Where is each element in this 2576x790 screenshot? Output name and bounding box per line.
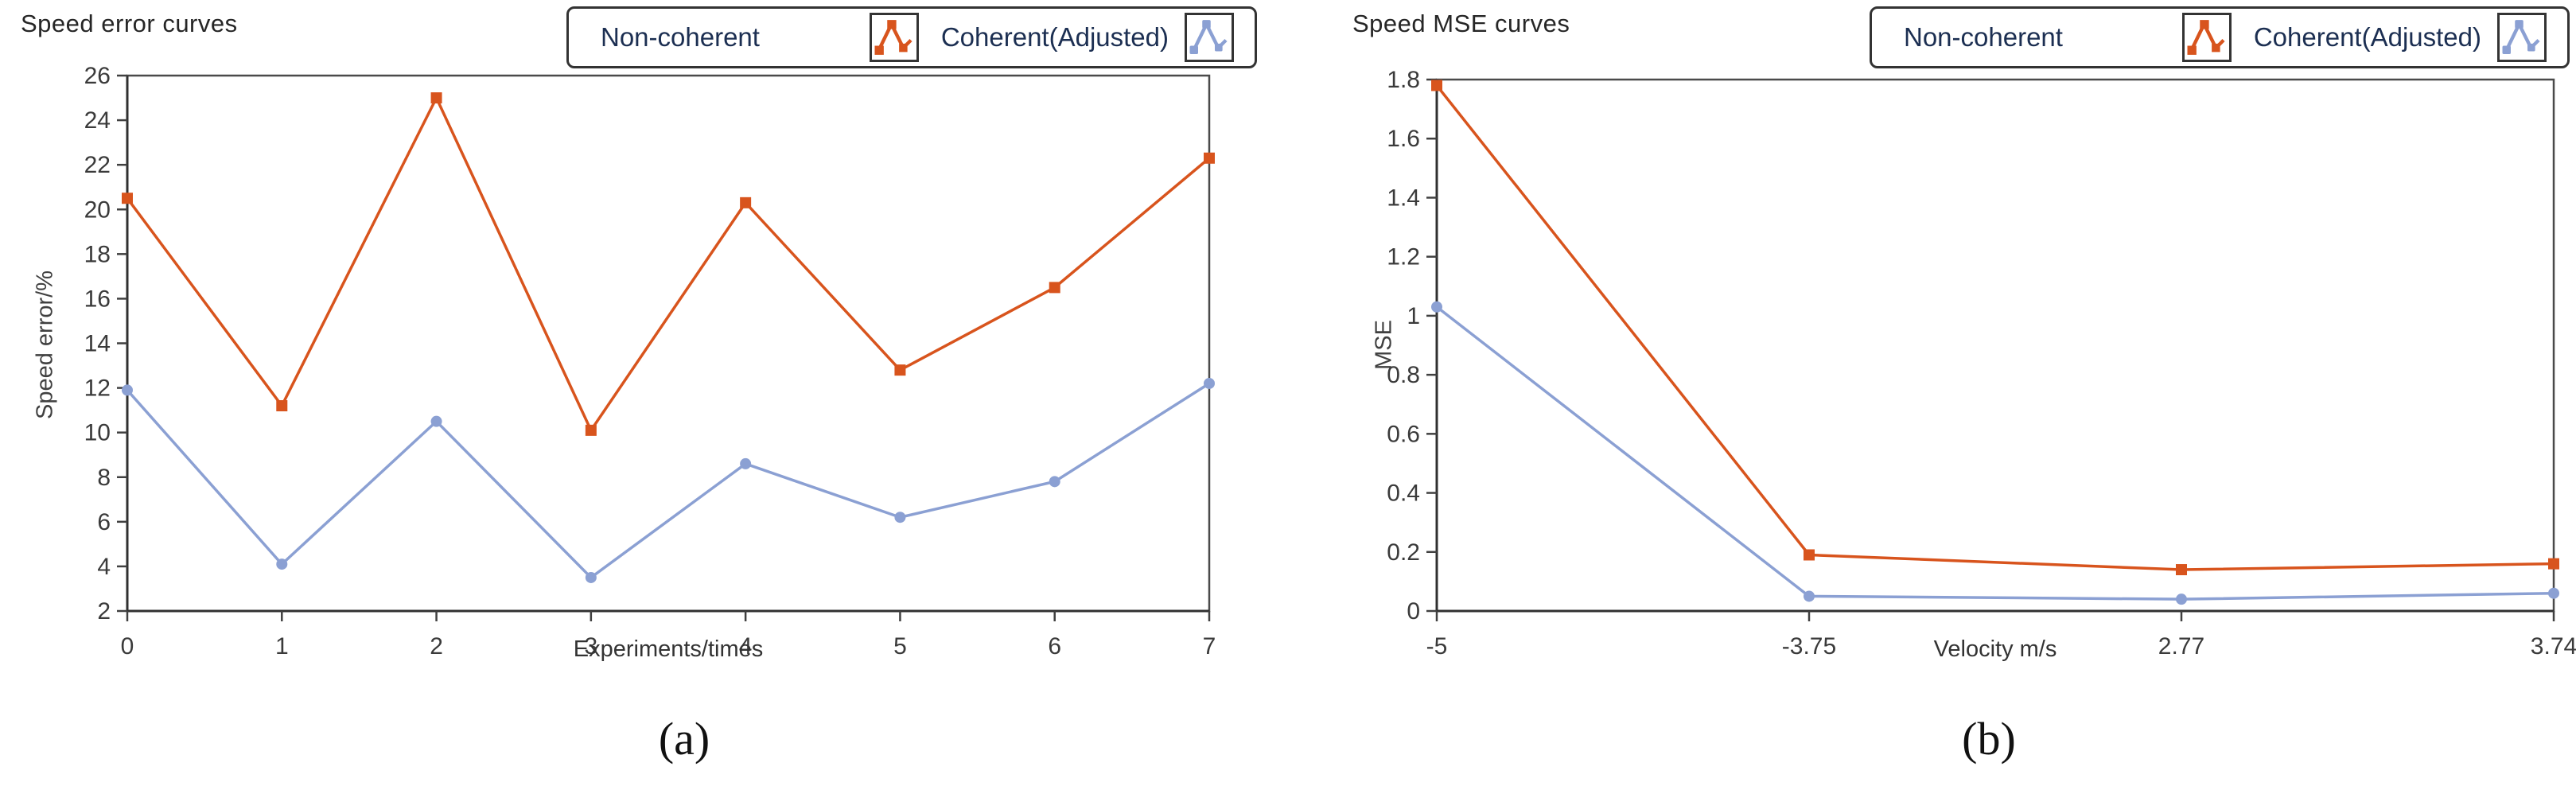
chart-title: Speed error curves	[21, 10, 238, 37]
chart-title: Speed MSE curves	[1352, 10, 1570, 37]
plot-legend: Non-coherent Coherent(Adjusted)	[566, 6, 1257, 68]
svg-text:0.8: 0.8	[1387, 362, 1420, 388]
svg-text:3.74: 3.74	[2531, 633, 2576, 660]
legend-label-non-coherent[interactable]: Non-coherent	[601, 22, 760, 52]
svg-text:4: 4	[97, 554, 111, 580]
plot-legend: Non-coherent Coherent(Adjusted)	[1870, 6, 2570, 68]
svg-text:1.2: 1.2	[1387, 244, 1420, 270]
svg-text:1.8: 1.8	[1387, 67, 1420, 93]
svg-text:1: 1	[1407, 303, 1420, 329]
svg-text:6: 6	[1048, 633, 1061, 660]
svg-text:2: 2	[430, 633, 443, 660]
svg-text:0.2: 0.2	[1387, 539, 1420, 566]
svg-text:1.6: 1.6	[1387, 126, 1420, 152]
svg-text:5: 5	[893, 633, 907, 660]
svg-text:-3.75: -3.75	[1782, 633, 1836, 660]
chart-panel-speed-error: Speed error curves Non-coherent Coherent…	[0, 0, 1273, 790]
subfigure-caption-b: (b)	[1962, 713, 2016, 765]
svg-text:2: 2	[97, 598, 111, 625]
svg-text:20: 20	[84, 197, 111, 223]
svg-text:12: 12	[84, 376, 111, 402]
svg-text:8: 8	[97, 465, 111, 491]
svg-text:2.77: 2.77	[2158, 633, 2204, 660]
svg-text:10: 10	[84, 420, 111, 446]
svg-text:14: 14	[84, 331, 111, 357]
x-axis-label: Velocity m/s	[1933, 636, 2057, 662]
non-coherent-line-icon[interactable]	[869, 13, 919, 62]
coherent-adjusted-line-icon[interactable]	[2497, 13, 2547, 62]
x-axis-label: Experiments/times	[573, 636, 764, 662]
svg-text:26: 26	[84, 63, 111, 89]
svg-text:16: 16	[84, 286, 111, 312]
svg-text:-5: -5	[1426, 633, 1448, 660]
legend-label-non-coherent[interactable]: Non-coherent	[1904, 22, 2063, 52]
svg-text:18: 18	[84, 241, 111, 267]
legend-label-coherent-adjusted[interactable]: Coherent(Adjusted)	[2253, 22, 2481, 52]
svg-text:0: 0	[121, 633, 134, 660]
svg-text:0: 0	[1407, 598, 1420, 625]
non-coherent-line-icon[interactable]	[2181, 13, 2232, 62]
svg-text:1.4: 1.4	[1387, 185, 1420, 211]
svg-text:4: 4	[739, 633, 753, 660]
svg-text:22: 22	[84, 152, 111, 178]
svg-text:1: 1	[275, 633, 289, 660]
chart-panel-speed-mse: Speed MSE curves Non-coherent Coherent(A…	[1289, 0, 2576, 790]
subfigure-caption-a: (a)	[658, 713, 710, 765]
svg-text:0.4: 0.4	[1387, 481, 1420, 507]
legend-label-coherent-adjusted[interactable]: Coherent(Adjusted)	[940, 22, 1169, 52]
y-axis-label: MSE	[1371, 320, 1397, 370]
y-axis-label: Speed error/%	[32, 270, 58, 419]
svg-text:6: 6	[97, 509, 111, 535]
svg-text:0.6: 0.6	[1387, 421, 1420, 447]
svg-text:3: 3	[585, 633, 598, 660]
svg-text:7: 7	[1203, 633, 1216, 660]
coherent-adjusted-line-icon[interactable]	[1185, 13, 1234, 62]
svg-text:24: 24	[84, 107, 111, 134]
speed-mse-line-plot: 0 0.2 0.4 0.6 0.8 1 1.2 1.4 1.6 1.8 -5 -3.75 2.77 3.7…	[1387, 67, 2576, 660]
